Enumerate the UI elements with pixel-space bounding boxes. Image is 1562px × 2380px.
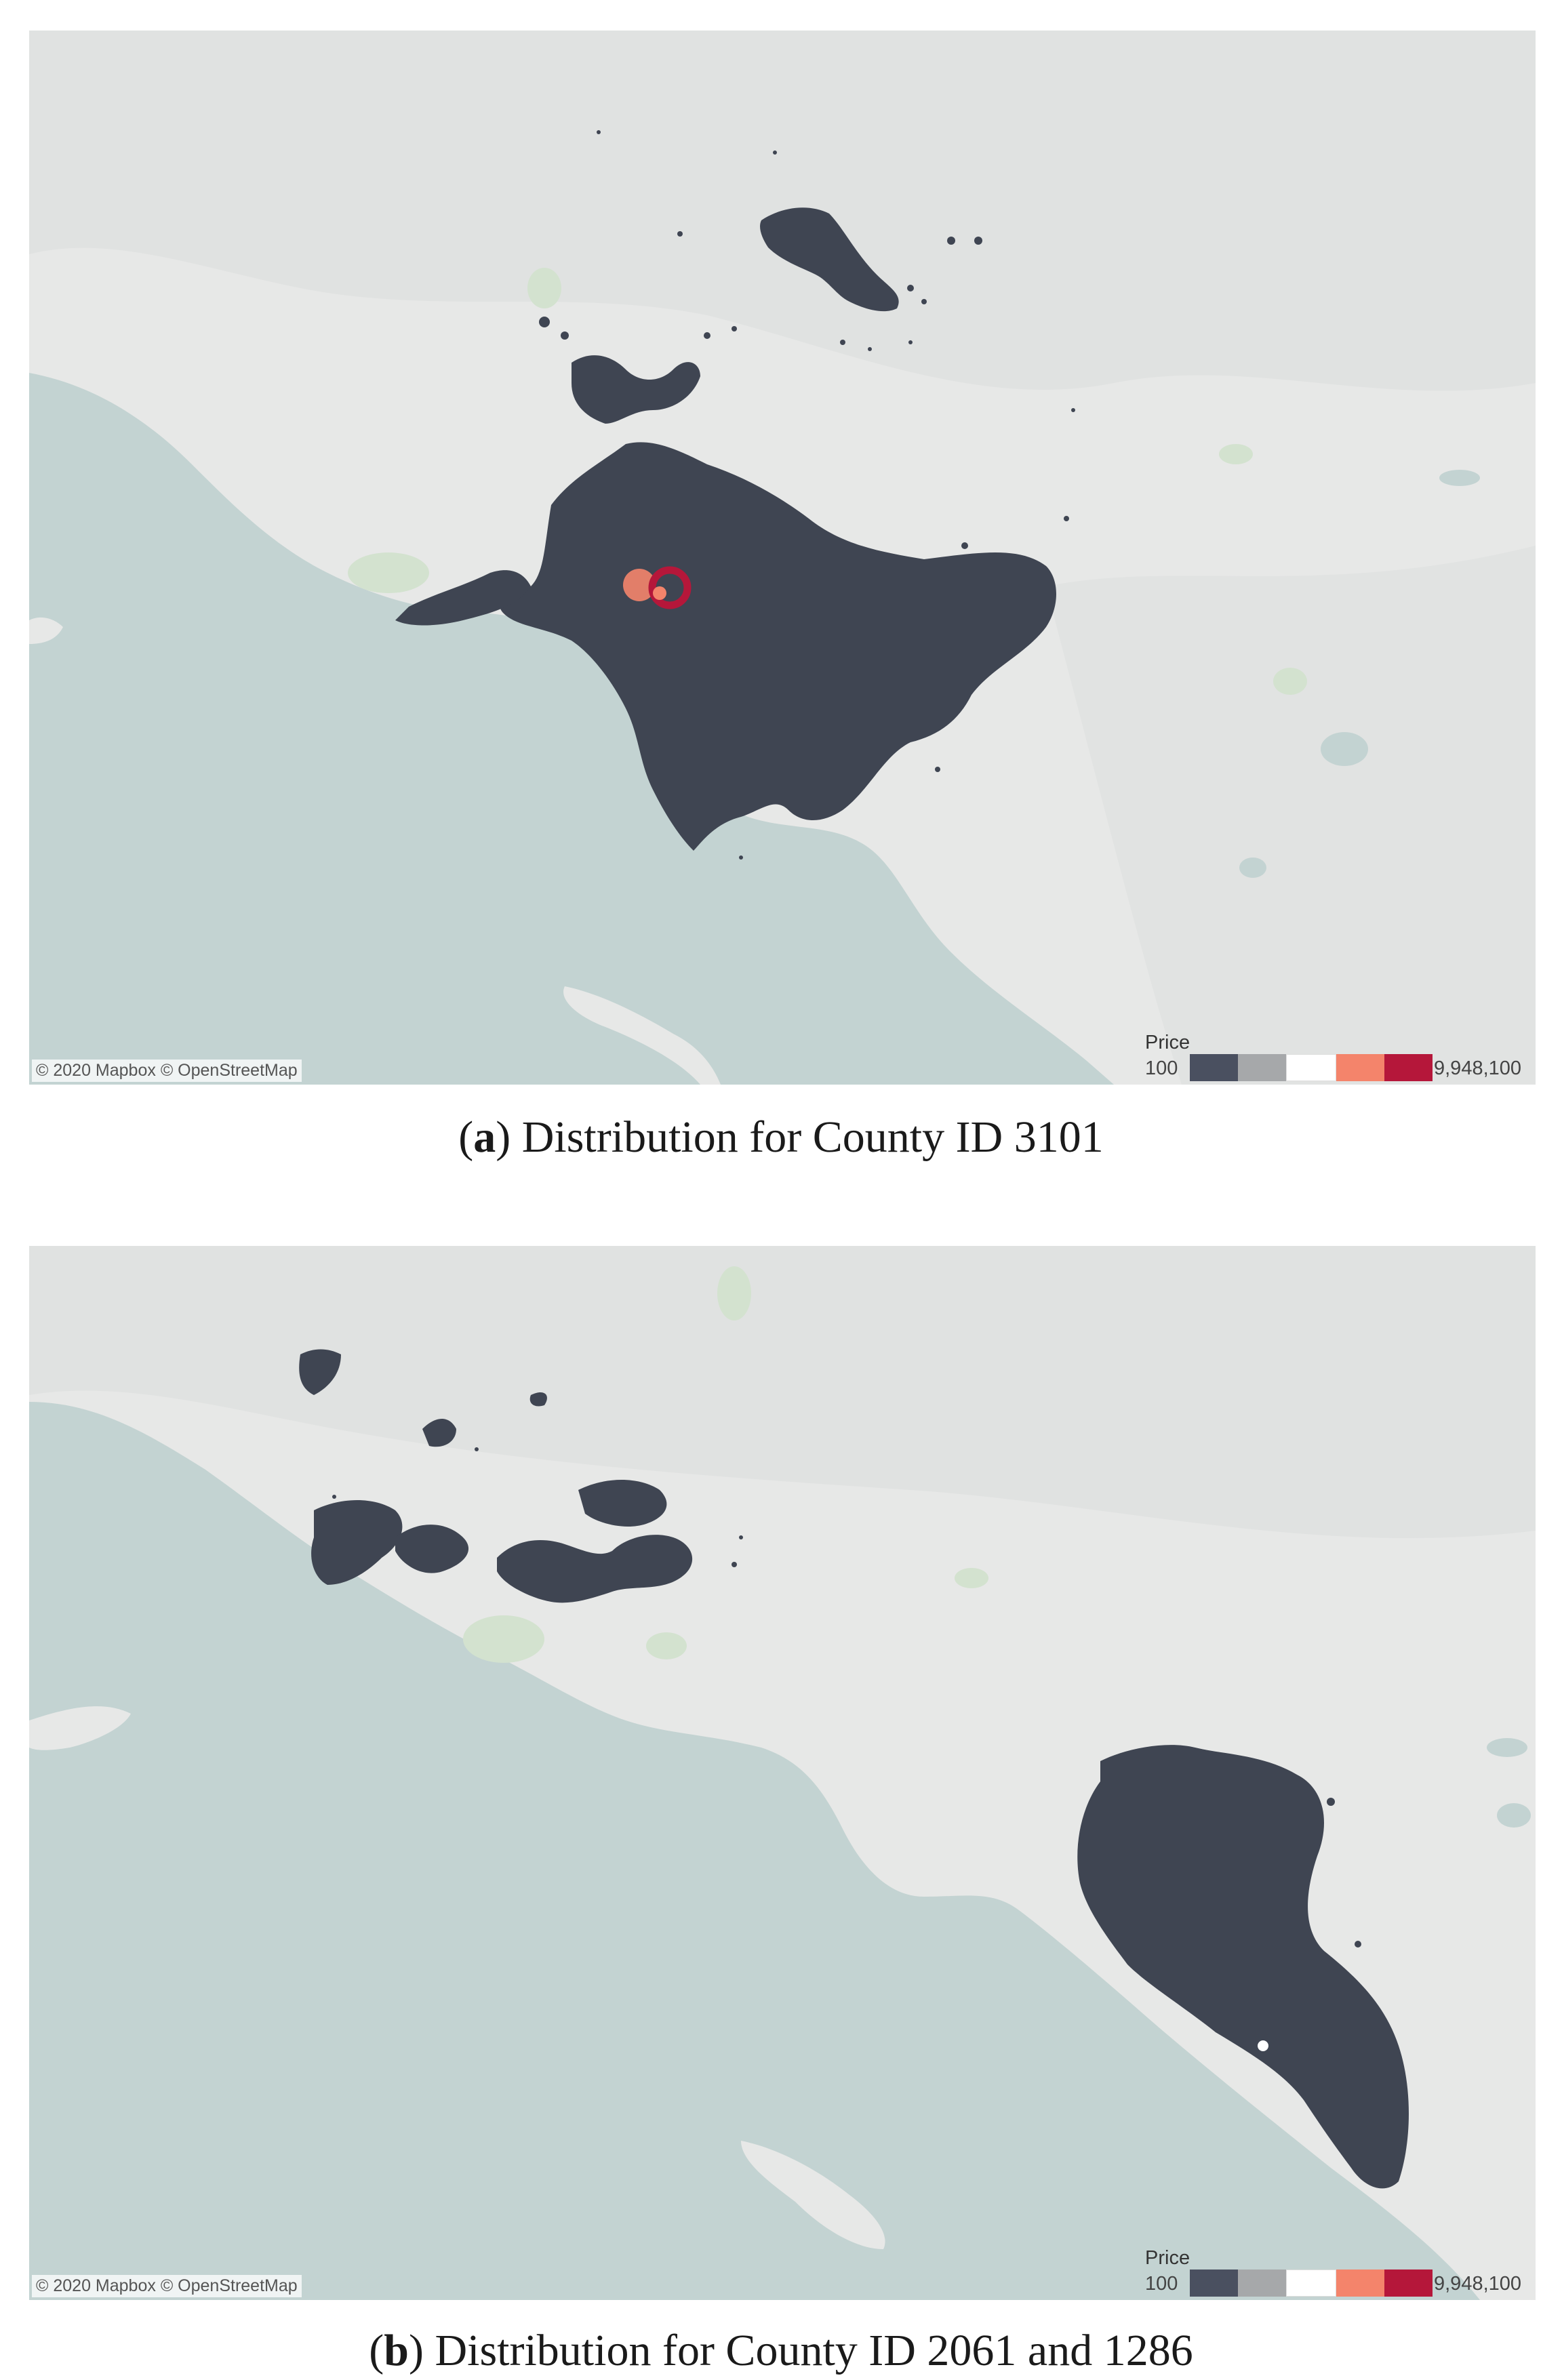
points-north-cluster bbox=[572, 355, 700, 424]
legend-min-value: 100 bbox=[1145, 2273, 1178, 2295]
park-area bbox=[1239, 858, 1266, 878]
figure-caption-b: (b) Distribution for County ID 2061 and … bbox=[0, 2325, 1562, 2377]
price-marker-high bbox=[648, 566, 692, 609]
points-northeast-cluster bbox=[760, 207, 899, 312]
figure-caption-a: (a) Distribution for County ID 3101 bbox=[0, 1112, 1562, 1163]
terrain-shade bbox=[1046, 546, 1536, 1085]
points-ventura-cluster bbox=[578, 1480, 667, 1527]
caption-label-open: ( bbox=[458, 1112, 474, 1162]
legend-swatch bbox=[1384, 1054, 1433, 1081]
points-ventura-cluster bbox=[311, 1500, 403, 1585]
park-area bbox=[1321, 732, 1368, 766]
caption-label: a bbox=[473, 1112, 496, 1162]
points-west-arm bbox=[395, 570, 531, 626]
island bbox=[29, 617, 63, 644]
park-area bbox=[717, 1266, 751, 1320]
caption-text: Distribution for County ID 3101 bbox=[510, 1112, 1104, 1162]
price-legend: Price 100 9,948,100 bbox=[1142, 2247, 1536, 2300]
price-marker-mid bbox=[623, 569, 656, 601]
island bbox=[29, 1706, 131, 1750]
price-marker-mid bbox=[653, 586, 666, 600]
points-orange-cluster bbox=[1077, 1745, 1409, 2189]
park-area bbox=[646, 1632, 687, 1659]
legend-max-value: 9,948,100 bbox=[1434, 1057, 1522, 1079]
ocean bbox=[29, 373, 1114, 1085]
legend-swatch bbox=[1190, 1054, 1239, 1081]
legend-swatch bbox=[1286, 2270, 1336, 2297]
map-b-canvas[interactable] bbox=[29, 1246, 1536, 2300]
map-panel-b[interactable]: © 2020 Mapbox © OpenStreetMap Price 100 … bbox=[29, 1246, 1536, 2300]
caption-label-close: ) bbox=[408, 2326, 424, 2375]
park-area bbox=[463, 1615, 544, 1663]
park-area bbox=[1439, 470, 1480, 486]
park-area bbox=[1497, 1803, 1531, 1828]
legend-swatch bbox=[1336, 1054, 1384, 1081]
legend-color-bar bbox=[1190, 1054, 1433, 1081]
caption-label-open: ( bbox=[369, 2326, 384, 2375]
points-main-body bbox=[500, 442, 1056, 851]
legend-title: Price bbox=[1145, 1032, 1190, 1053]
legend-swatch bbox=[1238, 1054, 1287, 1081]
map-panel-a[interactable]: © 2020 Mapbox © OpenStreetMap Price 100 … bbox=[29, 31, 1536, 1085]
caption-label-close: ) bbox=[496, 1112, 511, 1162]
map-attribution[interactable]: © 2020 Mapbox © OpenStreetMap bbox=[32, 1060, 302, 1082]
island bbox=[563, 986, 721, 1085]
legend-title: Price bbox=[1145, 2247, 1190, 2269]
park-area bbox=[348, 552, 429, 593]
points-ventura-cluster bbox=[395, 1525, 469, 1573]
map-attribution[interactable]: © 2020 Mapbox © OpenStreetMap bbox=[32, 2275, 302, 2297]
property-points-cluster bbox=[395, 130, 1075, 860]
legend-min-value: 100 bbox=[1145, 1057, 1178, 1079]
price-legend: Price 100 9,948,100 bbox=[1142, 1032, 1536, 1085]
legend-swatch bbox=[1190, 2270, 1239, 2297]
price-marker-light bbox=[1258, 2040, 1268, 2051]
park-area bbox=[1487, 1738, 1527, 1757]
park-area bbox=[1273, 668, 1307, 695]
caption-label: b bbox=[384, 2326, 409, 2375]
points-ventura-cluster bbox=[529, 1392, 547, 1407]
terrain-shade bbox=[29, 1246, 1536, 1539]
legend-swatch bbox=[1384, 2270, 1433, 2297]
legend-color-bar bbox=[1190, 2270, 1433, 2297]
map-a-canvas[interactable] bbox=[29, 31, 1536, 1085]
points-ventura-cluster bbox=[299, 1349, 341, 1395]
legend-swatch bbox=[1336, 2270, 1384, 2297]
caption-text: Distribution for County ID 2061 and 1286 bbox=[423, 2326, 1193, 2375]
park-area bbox=[527, 268, 561, 308]
park-area bbox=[955, 1568, 988, 1588]
ocean bbox=[29, 1402, 1480, 2300]
island bbox=[741, 2141, 885, 2249]
legend-swatch bbox=[1238, 2270, 1287, 2297]
legend-swatch bbox=[1286, 1054, 1336, 1081]
points-ventura-cluster bbox=[497, 1535, 693, 1603]
legend-max-value: 9,948,100 bbox=[1434, 2273, 1522, 2295]
points-ventura-cluster bbox=[422, 1419, 456, 1447]
property-points-cluster bbox=[299, 1349, 1409, 2189]
park-area bbox=[1219, 444, 1253, 464]
